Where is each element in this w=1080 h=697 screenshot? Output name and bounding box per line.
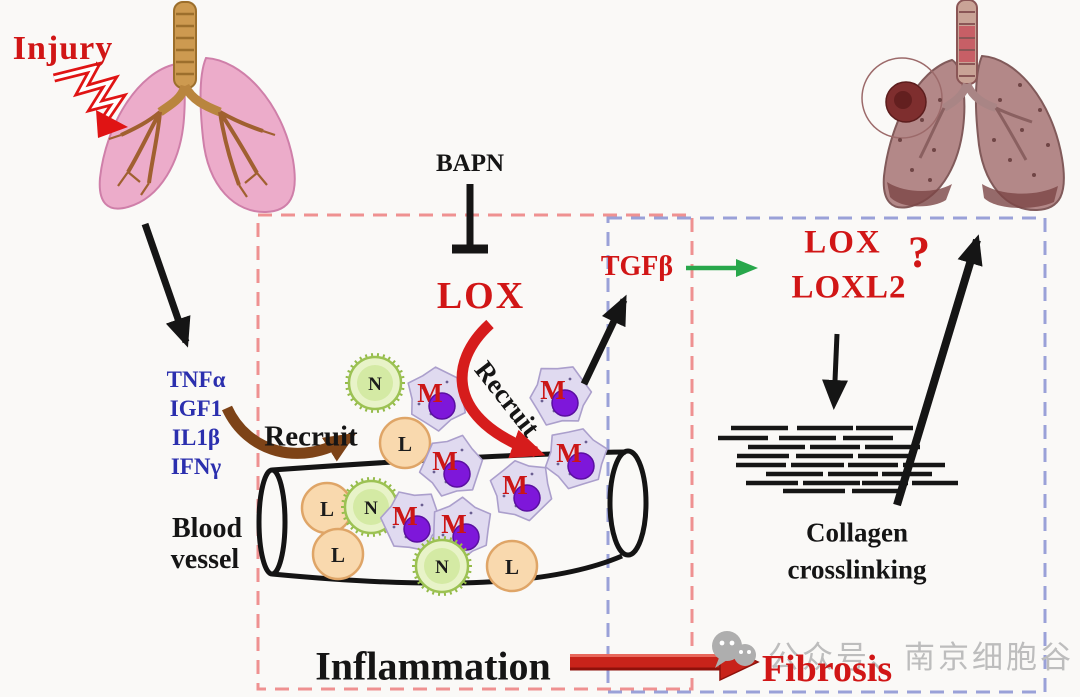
svg-text:M: M xyxy=(441,509,466,539)
svg-text:N: N xyxy=(368,374,382,395)
question-mark-label: ? xyxy=(908,227,930,277)
injury-bolt-icon xyxy=(52,61,129,138)
neutrophil-cell: N xyxy=(412,536,472,596)
wechat-icon xyxy=(712,631,756,668)
svg-text:M: M xyxy=(417,378,442,408)
cytokine-list: TNFα IGF1 IL1β IFNγ xyxy=(150,365,242,481)
arrow-recruit-vessel xyxy=(221,405,357,462)
cytokine-ifng: IFNγ xyxy=(170,454,222,479)
svg-text:M: M xyxy=(432,446,457,476)
fibrotic-lung-illustration xyxy=(861,0,1065,212)
svg-text:L: L xyxy=(331,543,345,567)
arrow-macrophage-to-tgfb xyxy=(580,294,628,386)
macrophage-cell: M xyxy=(544,428,608,490)
svg-text:L: L xyxy=(505,555,519,579)
svg-text:L: L xyxy=(398,432,412,456)
svg-text:N: N xyxy=(364,498,378,519)
collagen-label-1: Collagen xyxy=(805,517,909,548)
inflammation-box xyxy=(256,213,694,691)
inflammation-label: Inflammation xyxy=(315,643,551,689)
svg-text:M: M xyxy=(392,501,417,531)
injury-label: Injury xyxy=(12,30,114,67)
collagen-label-2: crosslinking xyxy=(787,554,927,585)
arrow-loxl2-to-collagen xyxy=(822,333,849,410)
svg-text:M: M xyxy=(502,470,527,500)
blood-vessel-label-1: Blood xyxy=(171,513,243,544)
lox-label: LOX xyxy=(436,275,526,317)
svg-text:M: M xyxy=(540,375,565,405)
watermark-text: 公众号、南京细胞谷 xyxy=(768,640,1074,676)
lymphocyte-cell: L xyxy=(485,539,539,593)
svg-text:L: L xyxy=(320,497,334,521)
macrophage-cell: M xyxy=(489,459,553,522)
cytokine-tnfa: TNFα xyxy=(166,367,226,392)
bapn-label: BAPN xyxy=(435,150,505,177)
macrophage-cell: M xyxy=(418,434,484,497)
recruit-vessel-label: Recruit xyxy=(264,420,358,453)
arrow-injury-to-cytokines xyxy=(141,222,191,348)
collagen-fibers xyxy=(718,425,958,494)
svg-text:N: N xyxy=(435,557,449,578)
fibrosis-box xyxy=(606,216,1047,694)
svg-text:M: M xyxy=(556,438,581,468)
arrow-collagen-to-lung xyxy=(893,234,983,507)
cytokine-igf1: IGF1 xyxy=(169,396,223,421)
bapn-inhibition-bar xyxy=(452,184,488,254)
blood-vessel-label-2: vessel xyxy=(170,544,240,575)
macrophage-cell: M xyxy=(432,496,492,563)
healthy-lung-illustration xyxy=(98,1,296,214)
loxl2-label: LOXL2 xyxy=(791,269,907,306)
lymphocyte-cell: L xyxy=(378,416,432,470)
fibrosis-label: Fibrosis xyxy=(761,648,893,690)
neutrophil-cell: N xyxy=(345,353,405,413)
cytokine-il1b: IL1β xyxy=(172,425,220,450)
tgfb-label: TGFβ xyxy=(600,251,674,282)
arrow-recruit-lox xyxy=(456,319,546,459)
lymphocyte-cell: L xyxy=(311,527,365,581)
lox-right-label: LOX xyxy=(804,224,882,261)
macrophage-cell: M xyxy=(379,491,443,552)
macrophage-cell: M xyxy=(529,366,593,426)
